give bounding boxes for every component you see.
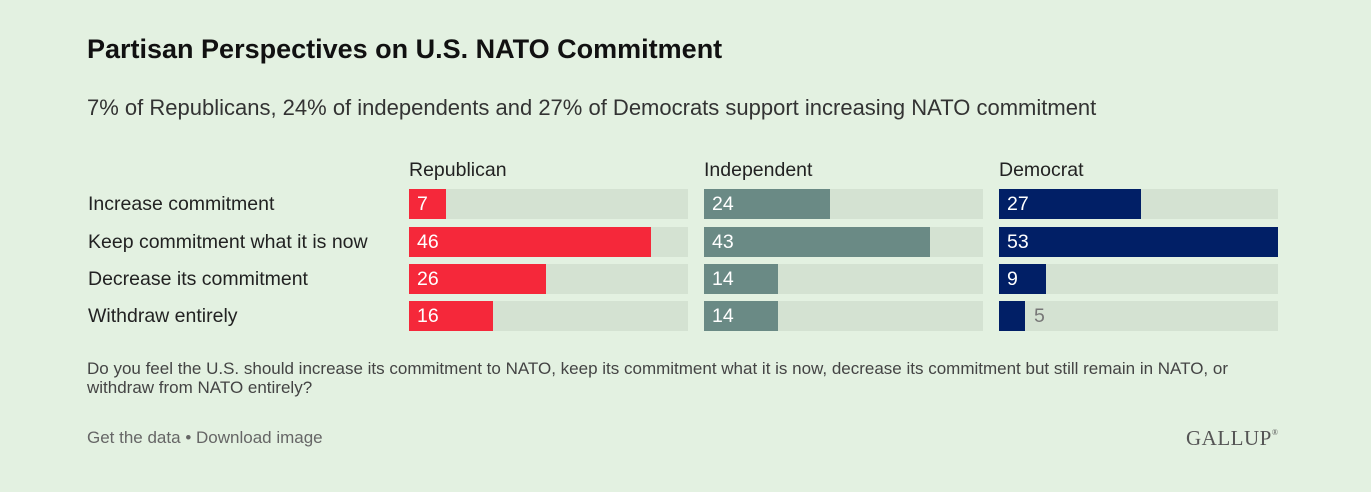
footer-separator: • — [185, 428, 192, 447]
bar-democrat — [999, 301, 1025, 331]
chart-subtitle: 7% of Republicans, 24% of independents a… — [87, 95, 1097, 120]
data-label: 5 — [1034, 305, 1045, 327]
bar-independent — [704, 227, 930, 257]
data-label: 43 — [712, 231, 734, 253]
bar-track: 24 — [704, 189, 983, 219]
category-label: Increase commitment — [88, 193, 275, 215]
data-label: 16 — [417, 305, 439, 327]
bar-track: 14 — [704, 264, 983, 294]
bar-track: 9 — [999, 264, 1278, 294]
bar-track: 5 — [999, 301, 1278, 331]
bar-track: 27 — [999, 189, 1278, 219]
bar-track: 26 — [409, 264, 688, 294]
category-label: Withdraw entirely — [88, 305, 238, 327]
data-label: 46 — [417, 231, 439, 253]
bar-democrat — [999, 189, 1141, 219]
bar-republican — [409, 301, 493, 331]
data-label: 27 — [1007, 193, 1029, 215]
bar-democrat — [999, 227, 1278, 257]
gallup-logo: GALLUP® — [1186, 426, 1278, 451]
gallup-logo-text: GALLUP — [1186, 426, 1272, 450]
category-label: Decrease its commitment — [88, 268, 308, 290]
panel-header-independent: Independent — [704, 159, 813, 181]
chart-title: Partisan Perspectives on U.S. NATO Commi… — [87, 34, 723, 64]
survey-question: Do you feel the U.S. should increase its… — [87, 359, 1228, 397]
registered-mark: ® — [1271, 428, 1279, 437]
bar-track: 43 — [704, 227, 983, 257]
bar-democrat — [999, 264, 1046, 294]
data-label: 53 — [1007, 231, 1029, 253]
bar-republican — [409, 227, 651, 257]
data-label: 14 — [712, 268, 734, 290]
data-label: 14 — [712, 305, 734, 327]
category-label: Keep commitment what it is now — [88, 231, 368, 253]
bar-track: 7 — [409, 189, 688, 219]
bar-track: 16 — [409, 301, 688, 331]
chart-area: Increase commitment Keep commitment what … — [88, 159, 1278, 331]
panel-header-republican: Republican — [409, 159, 507, 181]
bar-track: 14 — [704, 301, 983, 331]
bar-republican — [409, 264, 546, 294]
bar-independent — [704, 301, 778, 331]
data-label: 24 — [712, 193, 734, 215]
bar-independent — [704, 264, 778, 294]
bar-republican — [409, 189, 446, 219]
data-label: 7 — [417, 193, 428, 215]
bar-track: 53 — [999, 227, 1278, 257]
data-label: 9 — [1007, 268, 1018, 290]
panel-header-democrat: Democrat — [999, 159, 1084, 181]
bar-independent — [704, 189, 830, 219]
get-data-link[interactable]: Get the data — [87, 428, 181, 447]
footer-links: Get the data • Download image — [87, 428, 323, 448]
bar-track: 46 — [409, 227, 688, 257]
data-label: 26 — [417, 268, 439, 290]
download-image-link[interactable]: Download image — [196, 428, 323, 447]
